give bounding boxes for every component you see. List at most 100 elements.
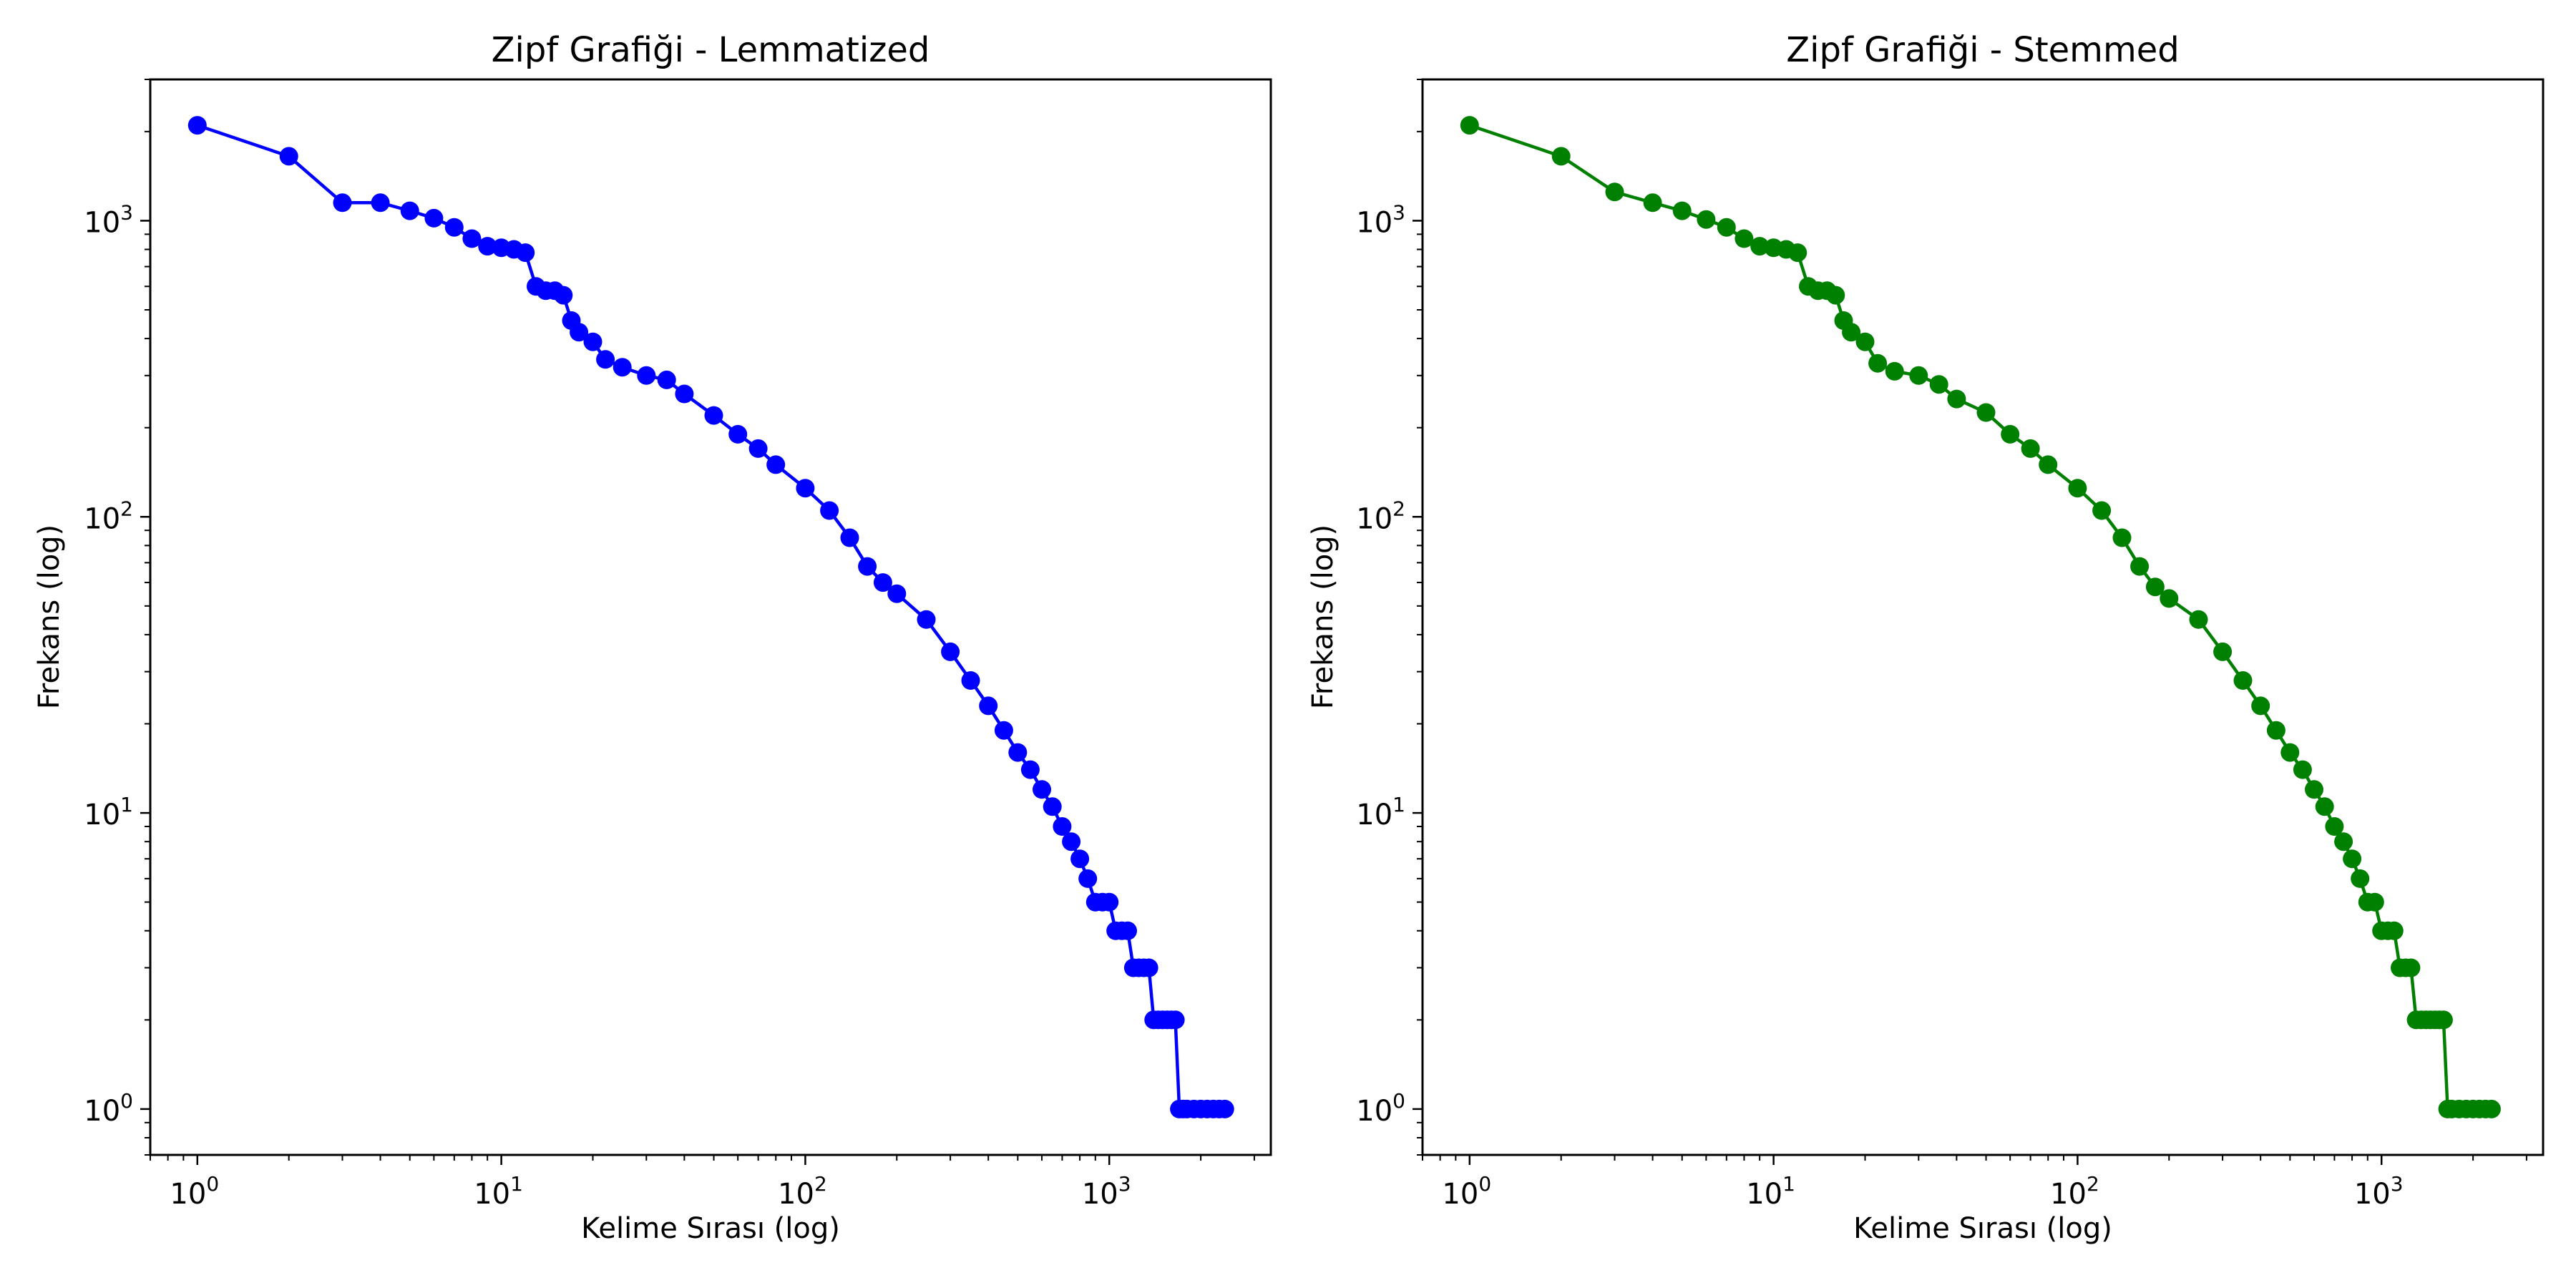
data-point xyxy=(2068,479,2087,498)
tick-label: 101 xyxy=(474,1172,523,1211)
data-point xyxy=(1043,797,1062,816)
data-point xyxy=(1605,182,1624,202)
tick-label: 101 xyxy=(1356,793,1405,831)
data-point xyxy=(1735,229,1754,248)
data-point xyxy=(1215,1099,1234,1118)
tick-label: 102 xyxy=(778,1172,827,1211)
series-group xyxy=(1460,116,2501,1118)
data-point xyxy=(1078,869,1098,888)
data-point xyxy=(400,201,419,220)
tick-label: 102 xyxy=(1356,497,1405,535)
x-axis-ticks: 100 101 102 103 xyxy=(1422,1155,2527,1211)
data-point xyxy=(2189,610,2208,629)
data-point xyxy=(1697,210,1716,229)
data-point xyxy=(613,358,632,377)
data-point xyxy=(994,721,1013,740)
tick-label: 101 xyxy=(1746,1172,1795,1211)
data-point xyxy=(1909,366,1928,385)
data-point xyxy=(1788,243,1807,263)
data-point xyxy=(1885,361,1904,381)
tick-label: 102 xyxy=(84,497,133,535)
y-axis-ticks: 100 101 102 103 xyxy=(1356,79,1423,1156)
data-point xyxy=(596,350,615,369)
data-point xyxy=(1070,849,1090,869)
data-point xyxy=(1947,389,1966,409)
tick-label: 100 xyxy=(84,1089,133,1128)
data-point xyxy=(637,366,656,385)
plot-area xyxy=(1423,79,2543,1155)
data-point xyxy=(478,237,497,256)
data-point xyxy=(748,439,768,458)
data-point xyxy=(2305,780,2323,799)
data-point xyxy=(2213,642,2233,661)
y-axis-label: Frekans (log) xyxy=(33,525,66,709)
data-point xyxy=(1643,193,1662,213)
data-point xyxy=(462,229,482,248)
data-point xyxy=(2482,1099,2501,1118)
data-point xyxy=(2401,958,2421,977)
data-point xyxy=(941,642,960,661)
series-markers xyxy=(187,116,1234,1118)
data-point xyxy=(1826,286,1845,305)
data-point xyxy=(279,147,298,166)
data-point xyxy=(1118,921,1137,940)
data-point xyxy=(516,243,535,263)
x-axis-ticks: 100 101 102 103 xyxy=(150,1155,1255,1211)
data-point xyxy=(1020,760,1040,779)
chart-panel-lemmatized: Zipf Grafiği - Lemmatized 100 101 102 103 1… xyxy=(33,30,1272,1245)
data-point xyxy=(2334,832,2353,852)
data-point xyxy=(1929,375,1948,394)
data-point xyxy=(2251,696,2270,716)
tick-label: 103 xyxy=(84,200,133,239)
x-axis-label: Kelime Sırası (log) xyxy=(1853,1212,2112,1245)
data-point xyxy=(887,584,907,603)
data-point xyxy=(873,573,892,592)
data-point xyxy=(961,671,980,690)
tick-label: 101 xyxy=(84,793,133,831)
data-point xyxy=(1672,201,1692,220)
data-point xyxy=(2325,817,2344,836)
data-point xyxy=(2112,528,2132,547)
tick-label: 100 xyxy=(170,1172,219,1211)
data-point xyxy=(2365,892,2384,912)
data-point xyxy=(371,193,390,213)
data-point xyxy=(424,208,444,228)
data-point xyxy=(1976,403,1996,422)
data-point xyxy=(187,116,207,135)
data-point xyxy=(766,455,786,474)
data-point xyxy=(917,610,936,629)
data-point xyxy=(2315,797,2334,816)
x-axis-label: Kelime Sırası (log) xyxy=(581,1212,840,1245)
data-point xyxy=(1868,353,1888,373)
data-point xyxy=(657,370,676,389)
series-markers xyxy=(1460,116,2501,1118)
data-point xyxy=(728,424,748,444)
data-point xyxy=(1139,958,1158,977)
data-point xyxy=(840,528,859,547)
tick-label: 103 xyxy=(1356,200,1405,239)
data-point xyxy=(333,193,352,213)
data-point xyxy=(1053,817,1072,836)
data-point xyxy=(2280,743,2300,762)
plot-frame xyxy=(149,78,1272,1156)
data-point xyxy=(2266,721,2285,740)
data-point xyxy=(1166,1010,1185,1030)
data-point xyxy=(979,696,998,716)
data-point xyxy=(1551,147,1571,166)
chart-title: Zipf Grafiği - Stemmed xyxy=(1786,30,2179,70)
data-point xyxy=(2343,849,2362,869)
data-point xyxy=(2233,671,2253,690)
data-point xyxy=(2001,424,2020,444)
data-point xyxy=(554,286,573,305)
tick-label: 100 xyxy=(1356,1089,1405,1128)
plot-frame xyxy=(1421,78,2545,1156)
data-point xyxy=(675,384,694,404)
tick-label: 102 xyxy=(2050,1172,2099,1211)
tick-label: 103 xyxy=(1082,1172,1131,1211)
data-point xyxy=(2092,501,2112,520)
tick-label: 103 xyxy=(2354,1172,2404,1211)
data-point xyxy=(2039,455,2058,474)
data-point xyxy=(2351,869,2370,888)
data-point xyxy=(583,332,602,351)
